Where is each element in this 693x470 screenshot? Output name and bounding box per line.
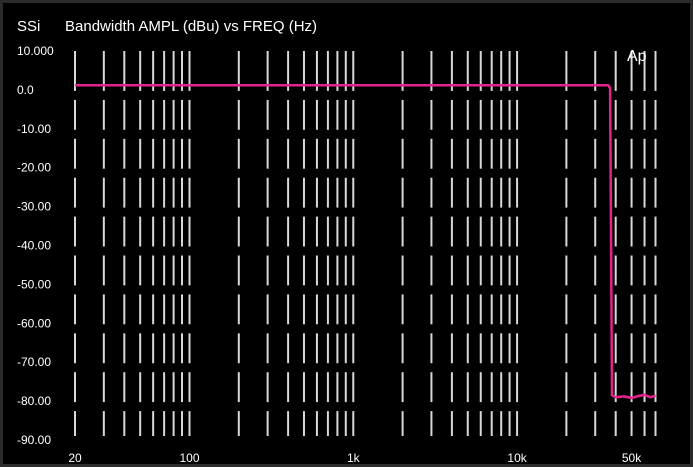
- grid-layer: [74, 51, 657, 436]
- x-tick-label-2: 1k: [347, 451, 361, 465]
- y-tick-label-0: 10.000: [17, 44, 54, 58]
- y-tick-label-3: -20.00: [17, 161, 51, 175]
- chart-title: Bandwidth AMPL (dBu) vs FREQ (Hz): [65, 18, 317, 35]
- y-tick-label-10: -90.00: [17, 433, 51, 447]
- y-tick-label-7: -60.00: [17, 316, 51, 330]
- x-tick-label-0: 20: [68, 451, 82, 465]
- series-layer: [75, 83, 656, 400]
- y-tick-label-8: -70.00: [17, 355, 51, 369]
- y-tick-label-4: -30.00: [17, 200, 51, 214]
- x-tick-label-1: 100: [179, 451, 199, 465]
- brand-label: SSi: [17, 18, 40, 35]
- y-tick-label-5: -40.00: [17, 239, 51, 253]
- x-tick-label-3: 10k: [507, 451, 527, 465]
- chart-svg: 10.000 0.0 -10.00 -20.00 -30.00 -40.00 -50.00 -…: [17, 18, 657, 465]
- y-tick-label-6: -50.00: [17, 277, 51, 291]
- series-line-0: [75, 83, 656, 400]
- y-tick-label-2: -10.00: [17, 122, 51, 136]
- label-layer: 10.000 0.0 -10.00 -20.00 -30.00 -40.00 -50.00 -…: [17, 44, 642, 465]
- y-tick-label-9: -80.00: [17, 394, 51, 408]
- ap-watermark: Ap: [627, 48, 647, 65]
- x-tick-label-4: 50k: [622, 451, 642, 465]
- y-tick-label-1: 0.0: [17, 83, 34, 97]
